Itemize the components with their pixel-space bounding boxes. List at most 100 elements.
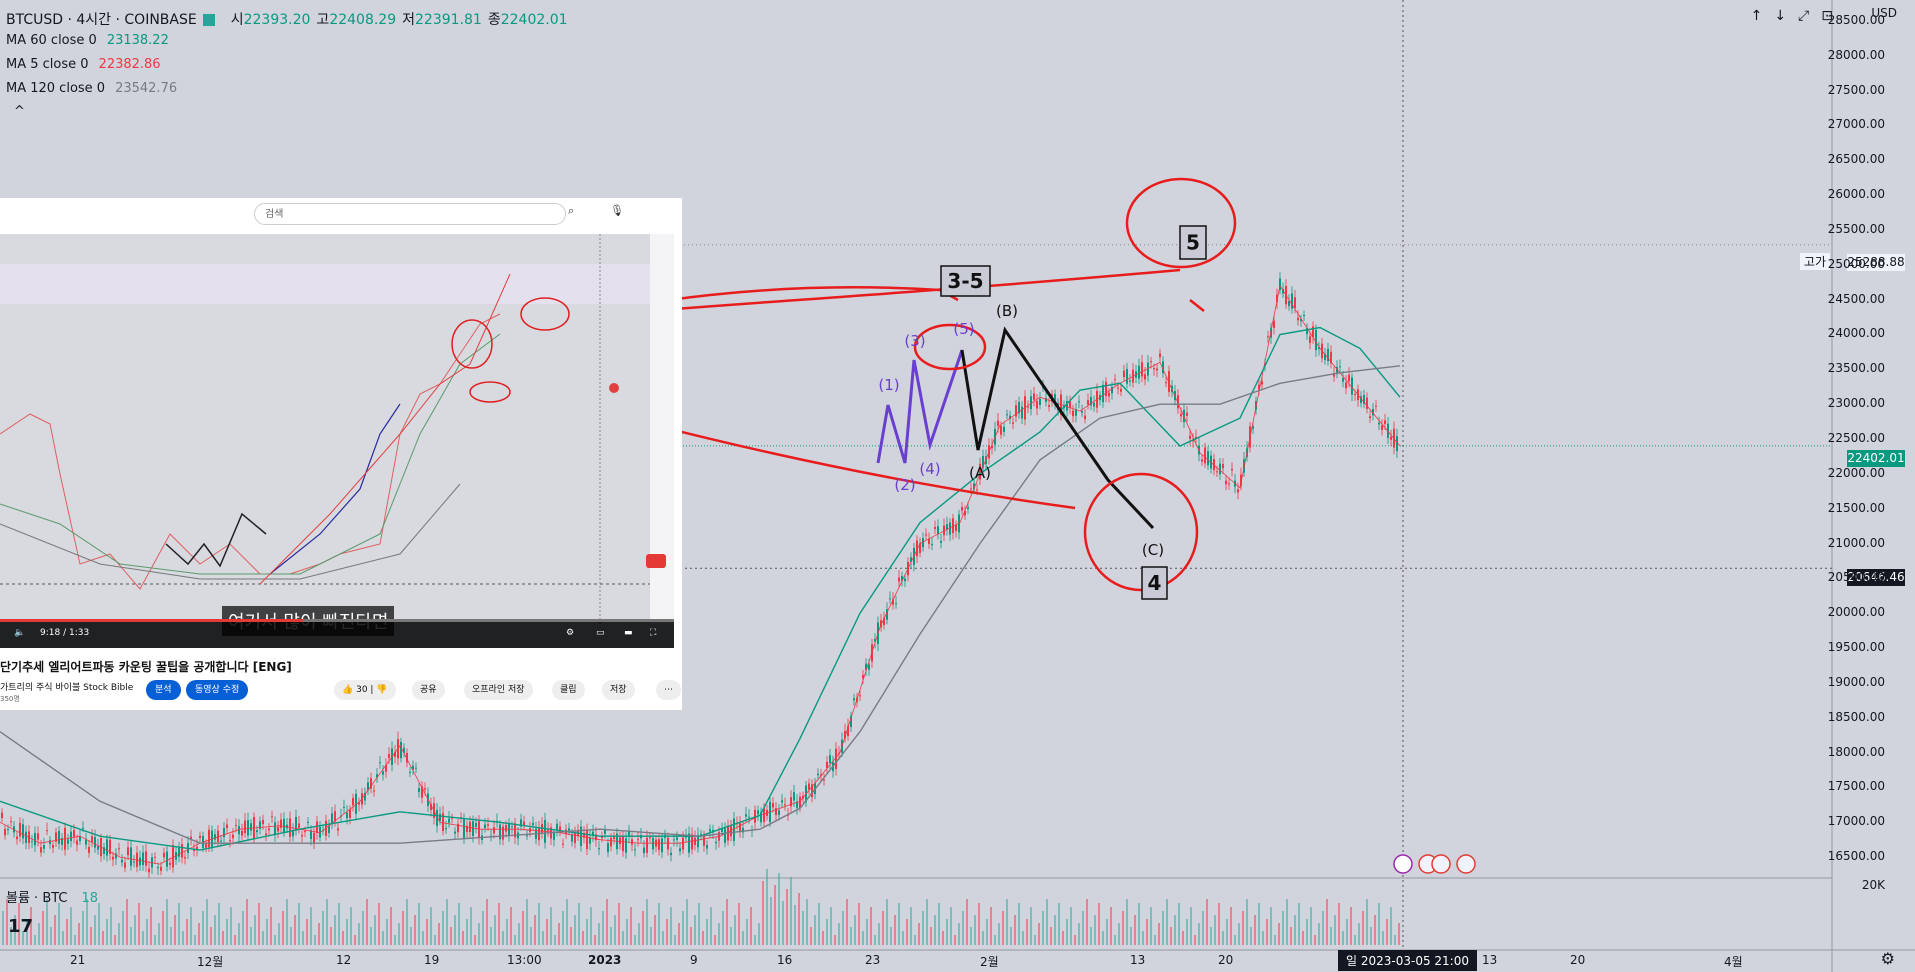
volume-bar (234, 935, 236, 945)
volume-bar (302, 931, 304, 945)
candle-body (1369, 416, 1371, 419)
candle-body (688, 833, 690, 853)
candle-body (172, 845, 174, 868)
symbol-title[interactable]: BTCUSD · 4시간 · COINBASE (6, 12, 197, 28)
volume-bar (942, 931, 944, 945)
volume-bar (334, 915, 336, 945)
settings-icon[interactable]: ⚙ (566, 628, 575, 638)
volume-bar (74, 935, 76, 945)
volume-bar (1010, 927, 1012, 945)
candle-body (475, 823, 477, 827)
candle-body (562, 843, 564, 845)
volume-bar (462, 931, 464, 945)
candle-body (943, 525, 945, 536)
volume-icon[interactable]: 🔈 (14, 628, 26, 638)
channel-name[interactable]: 가트리의 주식 바이블 Stock Bible (0, 683, 134, 693)
candle-body (379, 762, 381, 764)
low-value: 22391.81 (415, 12, 482, 28)
currency-selector[interactable]: USD (1871, 6, 1897, 20)
volume-bar (642, 911, 644, 945)
candle-body (34, 832, 36, 846)
candle-body (691, 834, 693, 850)
volume-bar (646, 899, 648, 945)
edit-video-button[interactable]: 동영상 수정 (186, 680, 249, 700)
volume-bar (10, 927, 12, 945)
label-sub-5: (5) (953, 320, 974, 338)
candle-body (349, 809, 351, 819)
indicator-ma120[interactable]: MA 120 close 0 23542.76 (6, 81, 177, 96)
candle-body (220, 840, 222, 842)
candle-body (106, 839, 108, 856)
time-tick-label: 12 (336, 953, 352, 967)
candle-body (733, 818, 735, 841)
fullscreen-icon[interactable]: ⛶ (650, 628, 657, 638)
clip-button[interactable]: 클립 (552, 680, 585, 700)
candle-body (910, 557, 912, 562)
analysis-button[interactable]: 분석 (146, 680, 181, 700)
miniplayer-icon[interactable]: ▭ (596, 628, 605, 638)
price-tick-label: 20000.00 (1827, 605, 1885, 620)
chart-toolbar-buttons[interactable]: ↑↓⤢⊡ (1750, 8, 1845, 24)
candle-body (346, 812, 348, 819)
tradingview-logo[interactable]: 17 (8, 916, 34, 937)
volume-bar (314, 935, 316, 945)
volume-bar (1114, 935, 1116, 945)
candle-body (430, 804, 432, 811)
candle-body (883, 618, 885, 626)
volume-bar (638, 923, 640, 945)
candle-body (139, 857, 141, 866)
volume-bar (86, 899, 88, 945)
candle-body (619, 837, 621, 845)
candle-body (796, 801, 798, 808)
volume-bar (1014, 915, 1016, 945)
candle-body (973, 483, 975, 490)
volume-bar (1306, 919, 1308, 945)
save-button[interactable]: 저장 (602, 680, 635, 700)
indicator-ma5[interactable]: MA 5 close 0 22382.86 (6, 57, 161, 72)
search-icon[interactable]: ⌕ (568, 204, 575, 217)
gear-icon[interactable]: ⚙ (1880, 949, 1895, 968)
volume-bar (566, 899, 568, 945)
candle-body (667, 837, 669, 850)
candle-body (922, 538, 924, 548)
volume-bar (626, 919, 628, 945)
theater-icon[interactable]: ▬ (624, 628, 633, 638)
mic-icon[interactable]: 🎙 (610, 204, 624, 217)
candle-body (163, 852, 165, 858)
like-button[interactable]: 👍 30 | 👎 (334, 680, 396, 700)
share-button[interactable]: 공유 (412, 680, 445, 700)
candle-body (4, 828, 6, 836)
candle-body (466, 825, 468, 833)
volume-bar (982, 931, 984, 945)
volume-bar (1222, 931, 1224, 945)
volume-bar (662, 931, 664, 945)
video-player[interactable]: 여기서 많이 빠진다면 🔈 9:18 / 1:33 ⚙ ▭ ▬ ⛶ (0, 234, 674, 648)
candle-body (160, 866, 162, 871)
collapse-legend-button[interactable]: ^ (14, 104, 25, 119)
offline-save-button[interactable]: 오프라인 저장 (464, 680, 533, 700)
candle-body (334, 811, 336, 822)
price-tick-label: 26000.00 (1827, 187, 1885, 202)
video-progress-bar[interactable] (0, 619, 674, 622)
volume-legend[interactable]: 볼륨 · BTC 18 (6, 887, 98, 906)
indicator-ma60[interactable]: MA 60 close 0 23138.22 (6, 33, 169, 48)
video-title[interactable]: 단기추세 엘리어트파동 카운팅 꿀팁을 공개합니다 [ENG] (0, 660, 292, 674)
volume-bar (610, 927, 612, 945)
candle-body (1252, 426, 1254, 429)
volume-bar (1154, 935, 1156, 945)
volume-bar (1074, 935, 1076, 945)
candle-body (370, 778, 372, 789)
volume-bar (766, 869, 768, 945)
volume-bar (122, 911, 124, 945)
candle-body (400, 742, 402, 759)
more-button[interactable]: ⋯ (656, 680, 681, 700)
label-sub-3: (3) (904, 332, 925, 350)
candle-body (556, 823, 558, 830)
volume-bar (1394, 935, 1396, 945)
volume-bar (798, 893, 800, 945)
search-input[interactable]: 검색 (254, 203, 566, 225)
volume-bar (446, 899, 448, 945)
candle-body (661, 838, 663, 853)
candle-body (373, 790, 375, 792)
